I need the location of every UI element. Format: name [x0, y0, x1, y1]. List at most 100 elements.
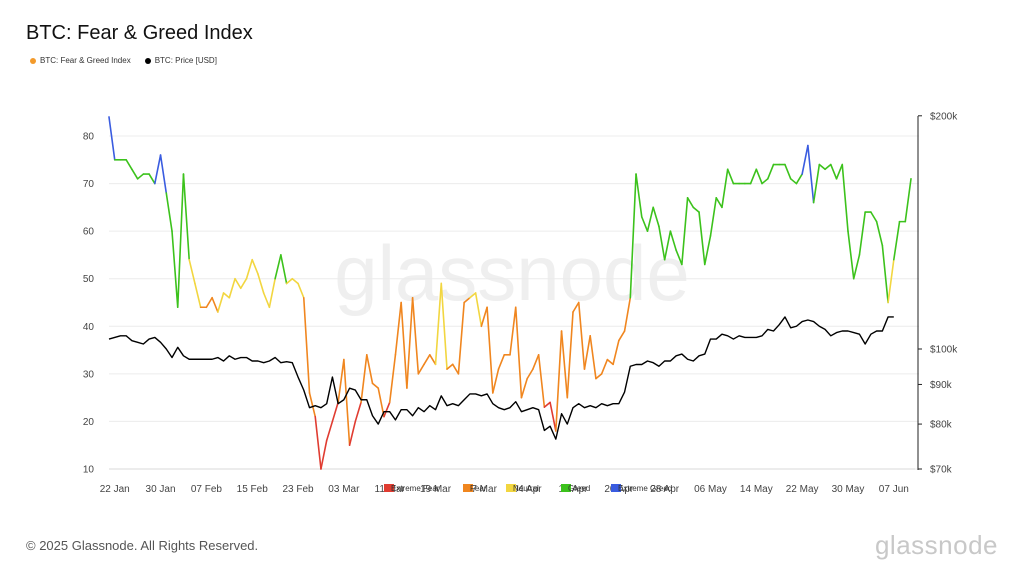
- fgi-segment: [526, 368, 534, 380]
- fgi-segment: [537, 354, 546, 408]
- fgi-segment: [692, 206, 700, 213]
- fgi-segment: [824, 163, 832, 171]
- fgi-segment: [136, 173, 145, 180]
- fgi-segment: [658, 225, 666, 261]
- fgi-segment: [245, 258, 254, 280]
- right-tick-label: $100k: [930, 345, 958, 356]
- fgi-segment: [835, 163, 844, 180]
- right-tick-label: $90k: [930, 380, 953, 391]
- fgi-segment: [595, 373, 603, 380]
- fgi-segment: [188, 258, 196, 285]
- fgi-segment: [222, 292, 231, 299]
- x-tick-label: 03 Mar: [328, 484, 360, 495]
- zone-label: Fear: [470, 484, 487, 493]
- fgi-segment: [709, 197, 718, 237]
- fgi-segment: [721, 168, 729, 209]
- fgi-segment: [171, 230, 179, 309]
- fgi-segment: [108, 116, 116, 161]
- fgi-segment: [474, 292, 483, 328]
- fgi-segment: [789, 178, 798, 185]
- zone-swatch: [384, 484, 394, 492]
- fgi-segment: [893, 220, 901, 261]
- brand-logo: glassnode: [874, 530, 998, 560]
- fgi-segment: [572, 301, 580, 313]
- x-tick-label: 22 Jan: [100, 484, 130, 495]
- fgi-segment: [881, 244, 889, 304]
- fgi-segment: [377, 387, 385, 418]
- fgi-segment: [514, 306, 523, 399]
- fgi-segment: [681, 197, 689, 266]
- fgi-segment: [388, 354, 397, 404]
- fgi-segment: [875, 220, 884, 247]
- fgi-segment: [159, 154, 168, 194]
- legend-dot-icon: [30, 57, 36, 64]
- fgi-segment: [818, 163, 826, 171]
- fgi-segment: [480, 306, 488, 328]
- fgi-segment: [852, 254, 861, 280]
- y-tick-label: 60: [83, 227, 95, 238]
- right-tick-label: $70k: [930, 465, 953, 476]
- fgi-segment: [532, 354, 540, 370]
- x-tick-label: 27 Mar: [466, 484, 498, 495]
- fgi-segment: [766, 163, 775, 180]
- fgi-segment: [348, 420, 357, 447]
- fgi-segment: [308, 392, 317, 418]
- fgi-segment: [761, 178, 769, 185]
- x-tick-label: 12 Apr: [559, 484, 589, 495]
- fgi-segment: [807, 144, 815, 204]
- fgi-segment: [365, 354, 374, 385]
- fgi-segment: [749, 168, 758, 185]
- fgi-segment: [623, 296, 632, 332]
- zone-swatch: [611, 484, 621, 492]
- fgi-segment: [194, 282, 202, 309]
- y-tick-label: 80: [83, 132, 95, 143]
- zone-label: Greed: [568, 484, 590, 493]
- legend-item-fgi[interactable]: BTC: Fear & Greed Index: [30, 56, 131, 65]
- zone-swatch: [463, 484, 473, 492]
- x-tick-label: 30 Jan: [146, 484, 176, 495]
- legend-dot-icon: [144, 57, 151, 64]
- fgi-segment: [560, 330, 569, 399]
- fgi-segment: [618, 330, 626, 342]
- fgi-segment: [320, 439, 328, 470]
- fgi-segment: [251, 258, 259, 275]
- x-tick-label: 07 Jun: [879, 484, 909, 495]
- watermark-text: glassnode: [334, 229, 690, 317]
- zone-label: Neutral: [513, 484, 539, 493]
- fgi-segment: [440, 282, 448, 370]
- fgi-segment: [686, 197, 695, 209]
- fgi-segment: [451, 363, 460, 375]
- x-tick-label: 19 Mar: [420, 484, 452, 495]
- zone-label: Extreme Fear: [391, 484, 440, 493]
- y-tick-label: 50: [83, 274, 95, 285]
- fgi-segment: [663, 230, 672, 261]
- fgi-segment: [543, 401, 551, 408]
- fgi-segment: [669, 230, 677, 251]
- fgi-segment: [497, 354, 506, 370]
- chart-title: BTC: Fear & Greed Index: [26, 22, 253, 44]
- fgi-segment: [457, 301, 465, 375]
- fgi-segment: [400, 301, 408, 389]
- y-tick-label: 10: [83, 465, 95, 476]
- y-tick-label: 70: [83, 179, 95, 190]
- fgi-segment: [274, 254, 282, 280]
- y-tick-label: 40: [83, 322, 95, 333]
- zone-swatch: [561, 484, 571, 492]
- fgi-segment: [629, 173, 637, 299]
- fgi-segment: [795, 173, 803, 185]
- fgi-segment: [463, 296, 471, 304]
- fgi-segment: [285, 277, 294, 285]
- fgi-segment: [492, 368, 500, 394]
- fgi-segment: [726, 168, 735, 185]
- legend-item-price[interactable]: BTC: Price [USD]: [144, 56, 217, 65]
- legend-label: BTC: Price [USD]: [154, 56, 217, 65]
- x-tick-label: 22 May: [786, 484, 819, 495]
- fgi-segment: [314, 415, 322, 470]
- copyright-text: © 2025 Glassnode. All Rights Reserved.: [26, 538, 259, 553]
- fgi-segment: [612, 339, 620, 366]
- fgi-segment: [446, 363, 454, 370]
- fgi-segment: [154, 154, 162, 185]
- y-tick-label: 20: [83, 417, 95, 428]
- fgi-segment: [148, 173, 156, 185]
- fgi-segment: [812, 163, 821, 204]
